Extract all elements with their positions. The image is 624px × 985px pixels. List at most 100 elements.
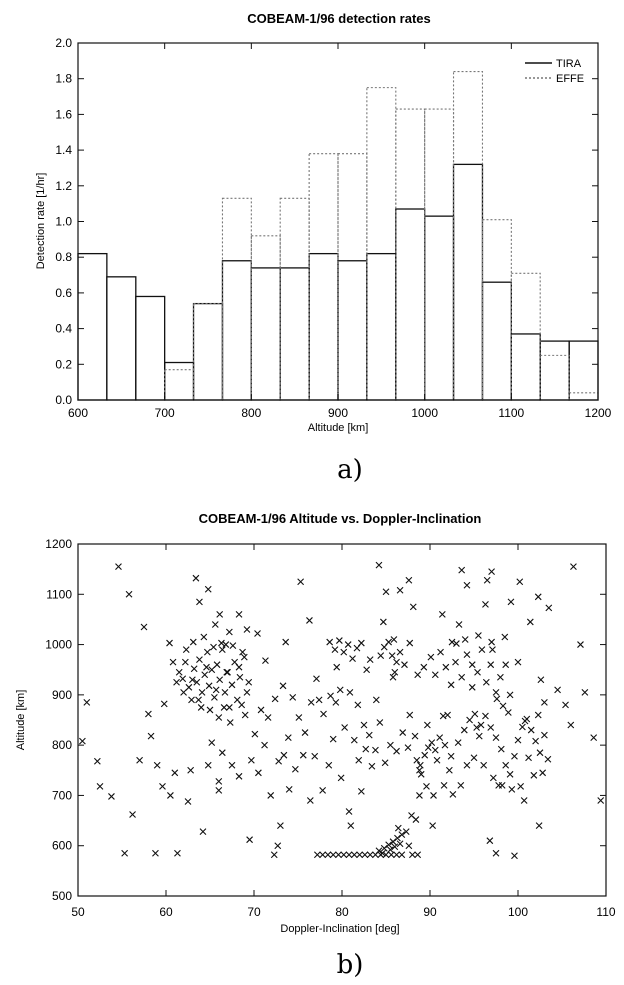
scatter-point xyxy=(331,646,339,653)
tira-bar xyxy=(77,252,108,401)
scatter-point xyxy=(477,721,485,729)
scatter-point xyxy=(216,676,224,684)
chart-b-y-ticks: 500 600 700 800 900 1000 1100 1200 xyxy=(45,537,606,903)
scatter-point xyxy=(271,695,279,703)
effe-bar xyxy=(279,197,310,401)
scatter-point xyxy=(506,691,514,699)
tira-bar xyxy=(164,361,195,401)
tira-bar xyxy=(510,333,541,401)
scatter-point xyxy=(284,734,292,741)
scatter-point xyxy=(220,704,228,711)
y-tick-label: 600 xyxy=(52,839,72,853)
scatter-point xyxy=(280,751,288,759)
scatter-point xyxy=(365,731,373,739)
scatter-point xyxy=(349,655,356,663)
scatter-point xyxy=(240,653,248,661)
x-tick-label: 100 xyxy=(508,905,528,919)
scatter-point xyxy=(545,604,553,612)
y-tick-label: 2.0 xyxy=(55,36,72,50)
x-tick-label: 90 xyxy=(423,905,437,919)
scatter-point xyxy=(345,851,353,859)
scatter-point xyxy=(195,696,202,704)
scatter-point xyxy=(239,648,246,656)
scatter-point xyxy=(483,576,491,584)
scatter-point xyxy=(390,636,398,643)
scatter-point xyxy=(530,771,538,779)
scatter-point xyxy=(226,719,234,726)
scatter-point xyxy=(480,761,488,769)
scatter-point xyxy=(439,712,447,720)
tira-bar xyxy=(308,252,339,401)
scatter-point xyxy=(360,721,368,729)
scatter-point xyxy=(497,745,505,753)
scatter-point xyxy=(201,671,209,679)
scatter-point xyxy=(431,671,439,679)
scatter-point xyxy=(487,724,495,731)
scatter-point xyxy=(345,808,353,815)
scatter-point xyxy=(108,793,115,800)
scatter-point xyxy=(344,641,352,648)
scatter-point xyxy=(488,638,495,646)
y-tick-label: 0.4 xyxy=(55,322,72,336)
scatter-point xyxy=(199,828,207,836)
y-tick-label: 900 xyxy=(52,688,72,702)
scatter-point xyxy=(412,816,420,823)
effe-bar xyxy=(539,354,570,401)
scatter-point xyxy=(393,658,400,666)
scatter-point xyxy=(325,761,333,769)
scatter-point xyxy=(444,711,451,719)
x-tick-label: 50 xyxy=(71,905,85,919)
scatter-point xyxy=(189,676,196,684)
altitude-vs-inclination-chart: COBEAM-1/96 Altitude vs. Doppler-Inclina… xyxy=(15,511,616,980)
scatter-point xyxy=(179,675,187,683)
scatter-point xyxy=(492,734,500,741)
scatter-point xyxy=(525,754,532,762)
scatter-point xyxy=(482,712,489,720)
scatter-point xyxy=(228,761,236,769)
effe-bar xyxy=(164,369,195,401)
scatter-point xyxy=(264,714,272,721)
scatter-point xyxy=(468,683,476,691)
scatter-point xyxy=(169,658,177,666)
scatter-point xyxy=(388,652,396,660)
scatter-point xyxy=(489,774,497,782)
x-tick-label: 600 xyxy=(68,406,88,420)
scatter-point xyxy=(544,755,552,763)
scatter-point xyxy=(541,699,548,706)
scatter-point xyxy=(430,792,437,799)
scatter-point xyxy=(441,741,449,749)
scatter-point xyxy=(295,714,303,721)
scatter-point xyxy=(541,731,548,739)
scatter-point xyxy=(436,734,444,741)
scatter-point xyxy=(337,774,345,782)
effe-bar xyxy=(308,153,339,401)
y-tick-label: 0.2 xyxy=(55,357,72,371)
scatter-point xyxy=(581,688,589,696)
y-tick-label: 1.0 xyxy=(55,215,72,229)
scatter-point xyxy=(424,744,432,752)
scatter-point xyxy=(212,686,220,694)
scatter-point xyxy=(184,798,192,805)
scatter-point xyxy=(83,699,91,706)
scatter-point xyxy=(406,711,414,719)
y-tick-label: 1.4 xyxy=(55,143,72,157)
scatter-point xyxy=(198,688,206,696)
chart-a-x-ticks: 600 700 800 900 1000 1100 1200 xyxy=(68,43,612,420)
scatter-point xyxy=(235,611,243,618)
scatter-point xyxy=(255,769,262,777)
scatter-point xyxy=(501,633,509,641)
scatter-point xyxy=(319,787,327,794)
scatter-point xyxy=(554,686,561,694)
x-tick-label: 1200 xyxy=(585,406,612,420)
scatter-point xyxy=(333,663,341,671)
x-tick-label: 110 xyxy=(596,905,615,919)
scatter-point xyxy=(428,739,436,747)
scatter-point xyxy=(200,633,208,641)
scatter-point xyxy=(251,730,259,738)
scatter-point xyxy=(153,761,161,769)
scatter-point xyxy=(306,797,314,804)
scatter-point xyxy=(458,673,466,681)
scatter-point xyxy=(174,849,181,857)
scatter-point xyxy=(210,643,217,651)
